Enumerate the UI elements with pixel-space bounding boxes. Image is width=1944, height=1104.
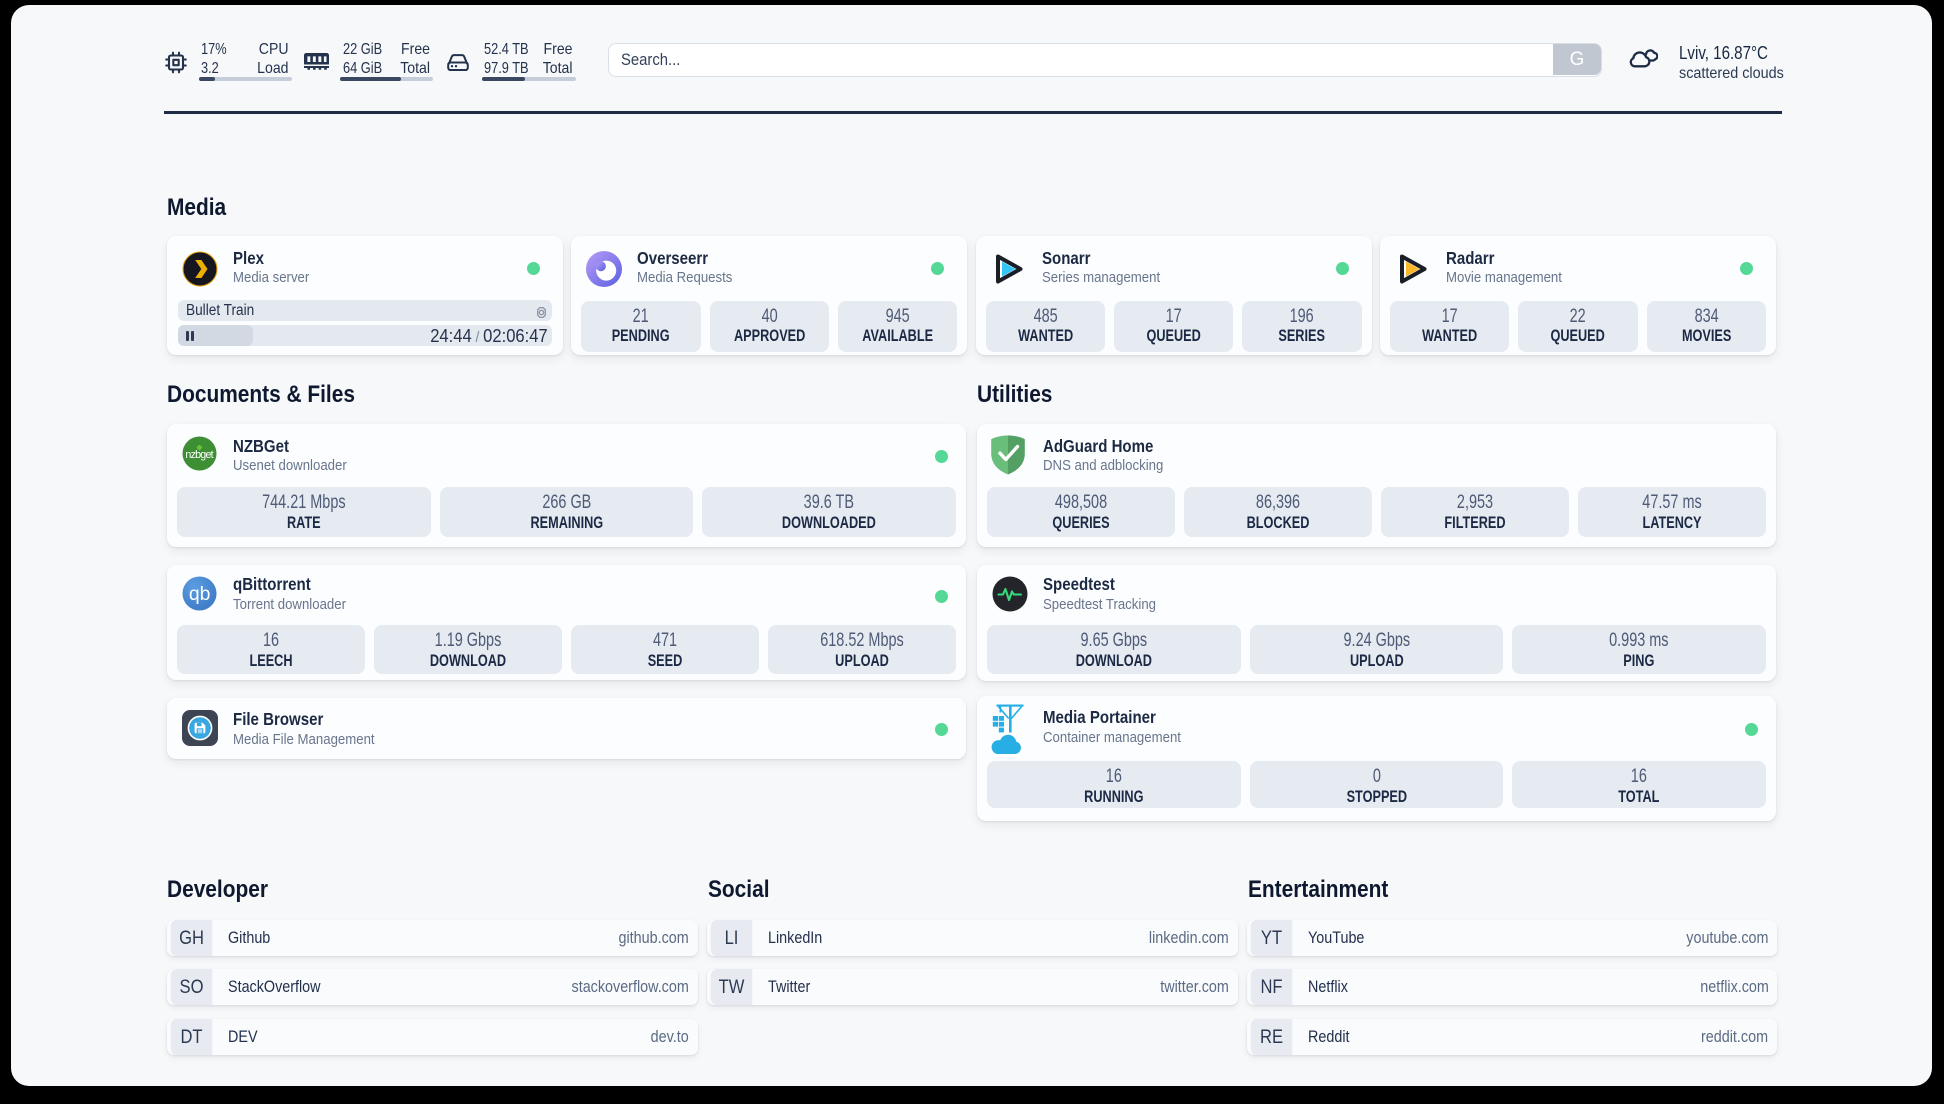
svg-text:qb: qb	[189, 583, 211, 605]
svg-text:nzbget: nzbget	[185, 449, 213, 461]
